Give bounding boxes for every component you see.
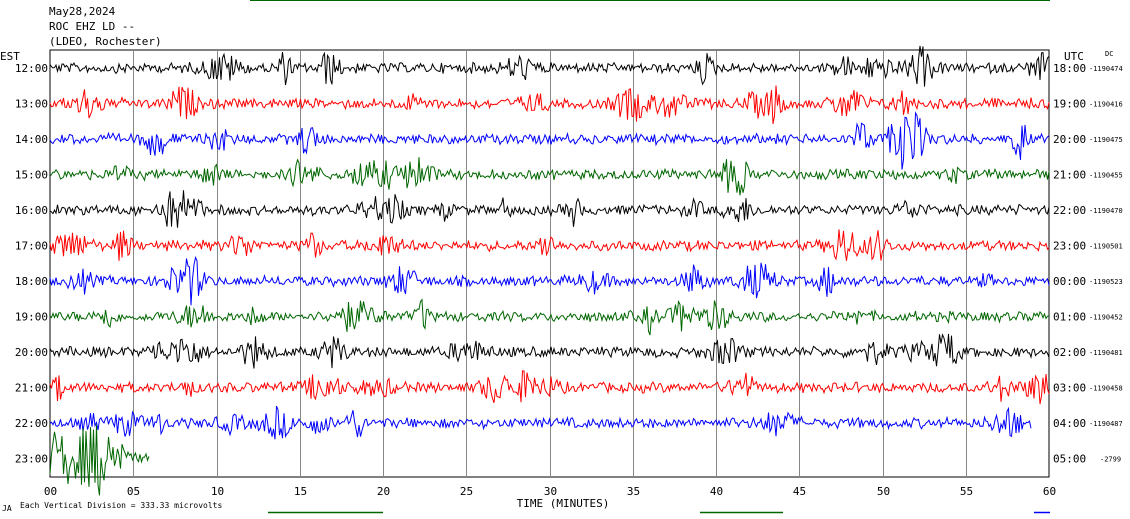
dc-offset-1600: -1190470 (1089, 207, 1123, 215)
est-label-1700: 17:00 (15, 240, 48, 253)
plot-frame (49, 49, 1050, 478)
utc-label-0200: 02:00 (1053, 346, 1086, 359)
minute-gridlines (133, 50, 967, 477)
utc-label-0500: 05:00 (1053, 453, 1086, 466)
date-label: May28,2024 (49, 5, 116, 18)
trace-1600 (49, 190, 1050, 228)
network-label: (LDEO, Rochester) (49, 35, 162, 48)
x-tick-55: 55 (960, 485, 973, 498)
trace-1500 (49, 157, 1050, 196)
x-axis-title: TIME (MINUTES) (517, 497, 610, 510)
utc-label-1800: 18:00 (1053, 62, 1086, 75)
station-label: ROC EHZ LD -- (49, 20, 135, 33)
dc-offset-1300: -1190416 (1089, 101, 1123, 109)
x-tick-15: 15 (294, 485, 307, 498)
trace-1700 (49, 229, 1050, 261)
x-tick-labels: 00 05 10 15 20 25 30 35 40 45 50 55 60 (44, 485, 1056, 498)
trace-2000 (49, 333, 1050, 369)
x-tick-10: 10 (211, 485, 224, 498)
x-tick-35: 35 (627, 485, 640, 498)
dc-offset-2200: -1190487 (1089, 420, 1123, 428)
est-label-1900: 19:00 (15, 311, 48, 324)
footer-mark: JA (2, 504, 12, 513)
x-tick-45: 45 (793, 485, 806, 498)
dc-offset-1700: -1190501 (1089, 243, 1123, 251)
trace-group (49, 45, 1050, 496)
est-axis-label: EST (0, 50, 20, 63)
est-label-2100: 21:00 (15, 382, 48, 395)
est-label-1400: 14:00 (15, 133, 48, 146)
x-tick-00: 00 (44, 485, 57, 498)
utc-label-1900: 19:00 (1053, 98, 1086, 111)
dc-offset-2000: -1190481 (1089, 349, 1123, 357)
trace-2300 (49, 424, 150, 496)
x-tick-30: 30 (544, 485, 557, 498)
x-tick-60: 60 (1043, 485, 1056, 498)
x-tick-05: 05 (127, 485, 140, 498)
dc-offset-1800: -1190523 (1089, 278, 1123, 286)
utc-label-2300: 23:00 (1053, 240, 1086, 253)
dc-offset-1500: -1190455 (1089, 172, 1123, 180)
utc-label-0100: 01:00 (1053, 311, 1086, 324)
trace-2100 (49, 370, 1050, 405)
est-label-1300: 13:00 (15, 98, 48, 111)
dc-offset-1900: -1190452 (1089, 314, 1123, 322)
dc-offset-2300: -2799 (1100, 456, 1121, 464)
est-label-1200: 12:00 (15, 62, 48, 75)
x-tick-50: 50 (877, 485, 890, 498)
dc-offset-1200: -1190474 (1089, 65, 1123, 73)
utc-axis-label: UTC (1064, 50, 1084, 63)
est-label-1600: 16:00 (15, 204, 48, 217)
trace-1300 (49, 85, 1050, 124)
utc-label-2200: 22:00 (1053, 204, 1086, 217)
utc-label-0400: 04:00 (1053, 417, 1086, 430)
trace-1800 (49, 255, 1050, 306)
x-tick-25: 25 (460, 485, 473, 498)
trace-1200 (49, 45, 1050, 87)
est-label-2300: 23:00 (15, 453, 48, 466)
utc-label-0000: 00:00 (1053, 275, 1086, 288)
utc-label-0300: 03:00 (1053, 382, 1086, 395)
trace-2200 (49, 405, 1032, 440)
x-tick-40: 40 (710, 485, 723, 498)
dc-header-label: DC (1105, 50, 1113, 58)
est-label-1500: 15:00 (15, 169, 48, 182)
utc-label-2000: 20:00 (1053, 133, 1086, 146)
trace-1900 (49, 298, 1050, 336)
est-label-2000: 20:00 (15, 346, 48, 359)
utc-label-2100: 21:00 (1053, 169, 1086, 182)
dc-offset-1400: -1190475 (1089, 136, 1123, 144)
trace-1400 (49, 111, 1050, 170)
est-label-2200: 22:00 (15, 417, 48, 430)
x-tick-20: 20 (377, 485, 390, 498)
dc-offset-2100: -1190458 (1089, 385, 1123, 393)
est-label-1800: 18:00 (15, 275, 48, 288)
scale-note: Each Vertical Division = 333.33 microvol… (20, 501, 222, 510)
